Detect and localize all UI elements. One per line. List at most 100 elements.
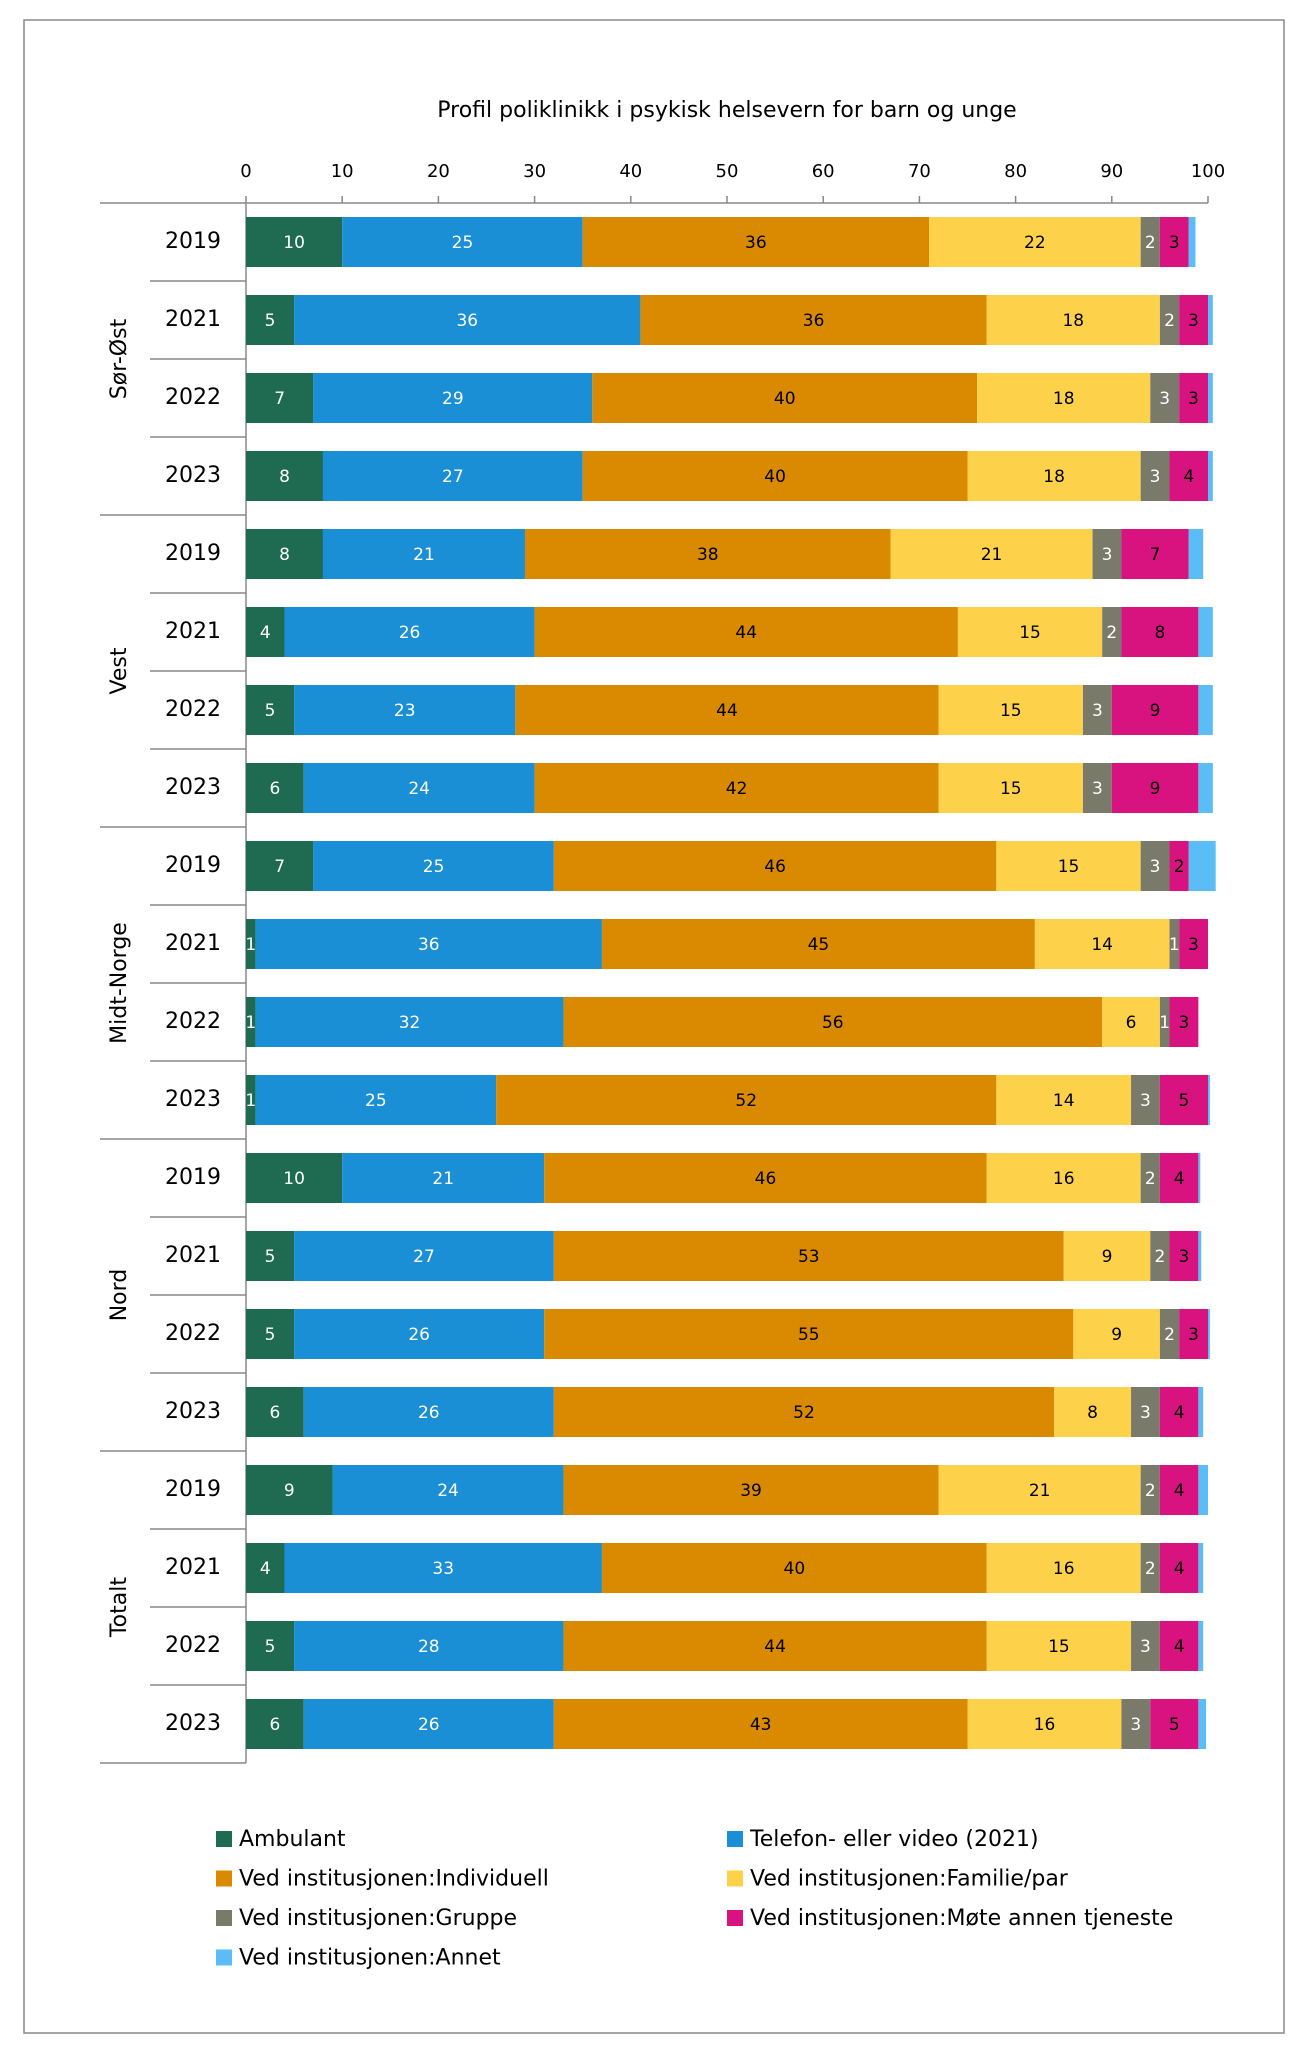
data-label: 36 [803,311,825,331]
data-label: 52 [735,1091,757,1111]
data-label: 28 [418,1637,440,1657]
data-label: 27 [413,1247,435,1267]
bar-segment [1111,685,1199,735]
x-tick-label: 80 [1004,161,1027,182]
data-label: 6 [269,779,280,799]
data-label: 1 [245,935,256,955]
bar-segment [246,1621,295,1671]
data-label: 43 [750,1715,772,1735]
data-label: 3 [1150,467,1161,487]
bar-segment [1198,1699,1207,1749]
bar-segment [1159,1543,1199,1593]
data-label: 3 [1092,701,1103,721]
data-label: 2 [1145,1481,1156,1501]
category-label: 2022 [165,1321,221,1346]
bar-segment [1179,919,1208,969]
legend-label: Ved institusjonen:Møte annen tjeneste [750,1906,1173,1931]
data-label: 9 [1102,1247,1113,1267]
bar-segment [1208,451,1213,501]
data-label: 8 [279,467,290,487]
data-label: 3 [1140,1091,1151,1111]
legend-swatch [727,1831,743,1847]
bar-segment [1159,295,1180,345]
data-label: 9 [1111,1325,1122,1345]
data-label: 18 [1053,389,1075,409]
x-tick-label: 30 [523,161,546,182]
data-label: 18 [1043,467,1065,487]
bar-segment [255,997,564,1047]
chart-title: Profil poliklinikk i psykisk helsevern f… [437,98,1016,123]
bar-segment [1159,1465,1199,1515]
category-label: 2021 [165,1243,221,1268]
data-label: 2 [1145,233,1156,253]
bar-segment [986,295,1160,345]
data-label: 15 [1000,779,1022,799]
category-label: 2022 [165,1009,221,1034]
data-label: 21 [981,545,1003,565]
data-label: 52 [793,1403,815,1423]
bar-segment [246,607,285,657]
bar-segment [303,763,535,813]
bar-segment [322,529,525,579]
bar-segment [1179,373,1208,423]
bar-segment [1054,1387,1132,1437]
legend-swatch [216,1949,232,1966]
bar-segment [332,1465,564,1515]
x-tick-label: 0 [240,161,251,182]
data-label: 4 [260,1559,271,1579]
data-label: 4 [1174,1403,1185,1423]
bar-segment [967,451,1141,501]
bar-segment [1208,1309,1210,1359]
bar-segment [957,607,1103,657]
data-label: 4 [1183,467,1194,487]
bar-segment [1198,763,1213,813]
data-label: 2 [1154,1247,1165,1267]
bar-segment [1082,685,1112,735]
bar-segment [582,451,968,501]
bar-segment [246,841,314,891]
category-label: 2023 [165,1711,221,1736]
data-label: 3 [1150,857,1161,877]
bar-segment [246,451,323,501]
data-label: 9 [284,1481,295,1501]
category-label: 2019 [165,541,221,566]
data-label: 2 [1145,1169,1156,1189]
bar-segment [1131,1621,1160,1671]
bar-segment [246,1153,343,1203]
bar-segment [1208,1075,1210,1125]
bar-segment [342,217,583,267]
data-label: 9 [1150,779,1161,799]
bar-segment [553,1699,968,1749]
data-label: 1 [1159,1013,1170,1033]
data-label: 5 [265,1247,276,1267]
category-label: 2019 [165,229,221,254]
bar-segment [1159,217,1189,267]
x-tick-label: 100 [1191,161,1225,182]
bar-segment [1159,1075,1208,1125]
bar-segment [1140,841,1170,891]
legend-label: Ved institusjonen:Gruppe [239,1906,517,1931]
bar-segment [601,919,1035,969]
data-label: 40 [784,1559,806,1579]
bar-segment [1198,1231,1202,1281]
bar-segment [534,607,958,657]
bar-segment [938,763,1083,813]
data-label: 25 [452,233,474,253]
data-label: 15 [1058,857,1080,877]
data-label: 15 [1000,701,1022,721]
bar-segment [582,217,930,267]
data-label: 4 [1174,1637,1185,1657]
bar-segment [1188,841,1216,891]
x-tick-label: 50 [716,161,739,182]
bar-segment [255,1075,497,1125]
bar-segment [524,529,891,579]
data-label: 24 [437,1481,459,1501]
bar-segment [1150,1231,1170,1281]
data-label: 2 [1145,1559,1156,1579]
legend-swatch [216,1831,232,1847]
data-label: 3 [1179,1013,1190,1033]
bar-segment [986,1543,1141,1593]
data-label: 6 [269,1403,280,1423]
data-label: 3 [1140,1637,1151,1657]
